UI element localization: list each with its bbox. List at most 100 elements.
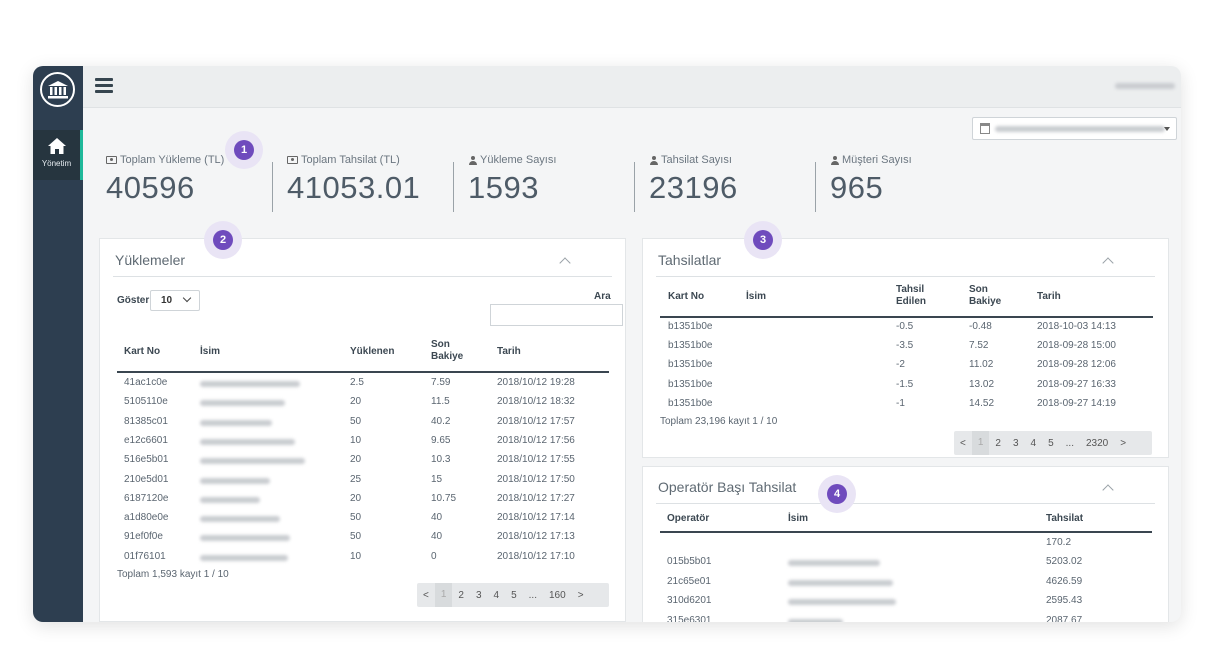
stat-label: Toplam Yükleme (TL) (120, 154, 225, 166)
user-name-redacted[interactable] (1115, 83, 1175, 89)
app-window: Yönetim Toplam Yükleme (TL) 40596 Toplam… (33, 66, 1181, 622)
column-header[interactable]: Son Bakiye (431, 339, 464, 362)
badge-number: 1 (234, 140, 254, 160)
table-row[interactable]: b1351b0e -1.5 13.02 2018-09-27 16:33 (643, 379, 1170, 398)
table-row[interactable]: b1351b0e -0.5 -0.48 2018-10-03 14:13 (643, 321, 1170, 340)
stat-label: Yükleme Sayısı (480, 154, 557, 166)
pager-item[interactable]: 2320 (1086, 437, 1109, 449)
column-header[interactable]: Son Bakiye (969, 284, 1002, 307)
annotation-badge: 2 (204, 221, 242, 259)
name-redacted (200, 477, 270, 484)
pager-item[interactable]: 5 (1048, 437, 1054, 449)
divider (656, 276, 1155, 277)
hamburger-icon[interactable] (95, 78, 113, 94)
card-number: 01f76101 (124, 550, 166, 562)
loaded-amount: 50 (350, 415, 362, 427)
table-row[interactable]: b1351b0e -1 14.52 2018-09-27 14:19 (643, 398, 1170, 417)
date: 2018-09-28 12:06 (1037, 359, 1116, 371)
stat-value: 965 (830, 170, 884, 205)
table-row[interactable]: a1d80e0e 50 40 2018/10/12 17:14 (100, 512, 627, 531)
balance: 11.5 (431, 396, 450, 408)
pager-item[interactable]: 160 (549, 589, 566, 601)
card-number: 210e5d01 (124, 473, 169, 485)
column-header[interactable]: İsim (746, 291, 767, 302)
date-range-picker[interactable] (972, 117, 1177, 140)
column-header[interactable]: Kart No (668, 291, 705, 302)
pager-next[interactable]: > (1120, 437, 1127, 449)
card-number: b1351b0e (668, 378, 713, 390)
table-row[interactable]: 91ef0f0e 50 40 2018/10/12 17:13 (100, 531, 627, 550)
pager-item[interactable]: 2 (995, 437, 1001, 449)
stat-value: 40596 (106, 170, 195, 205)
sidebar: Yönetim (33, 66, 83, 622)
table-row[interactable]: 81385c01 50 40.2 2018/10/12 17:57 (100, 416, 627, 435)
pager-item[interactable]: 5 (511, 589, 517, 601)
pager-prev[interactable]: < (960, 437, 966, 449)
pager-item[interactable]: 1 (434, 583, 453, 607)
pager-item[interactable]: 2 (458, 589, 464, 601)
stat-total-load: Toplam Yükleme (TL) 40596 (106, 154, 276, 206)
column-header[interactable]: Kart No (124, 346, 161, 357)
chevron-up-icon[interactable] (559, 257, 571, 269)
annotation-badge: 4 (818, 475, 856, 513)
loaded-amount: 20 (350, 492, 362, 504)
stat-label: Toplam Tahsilat (TL) (301, 154, 400, 166)
column-header[interactable]: Yüklenen (350, 346, 395, 357)
table-row[interactable]: b1351b0e -2 11.02 2018-09-28 12:06 (643, 359, 1170, 378)
show-label: Göster (117, 295, 150, 306)
card-number: 5105110e (124, 396, 168, 408)
sidebar-item-yonetim[interactable]: Yönetim (33, 130, 83, 180)
bank-icon[interactable] (40, 72, 75, 107)
search-label: Ara (594, 291, 611, 302)
table-row[interactable]: 170.2 (643, 537, 1170, 556)
pager-item[interactable]: 4 (1030, 437, 1037, 449)
table-row[interactable]: b1351b0e -3.5 7.52 2018-09-28 15:00 (643, 340, 1170, 359)
table-row[interactable]: 01f76101 10 0 2018/10/12 17:10 (100, 551, 627, 570)
name-redacted (788, 579, 893, 586)
column-header[interactable]: İsim (788, 513, 809, 524)
date: 2018/10/12 17:10 (497, 550, 575, 562)
table-header-line (660, 531, 1152, 533)
column-header[interactable]: Tahsil Edilen (896, 284, 927, 307)
table-row[interactable]: 516e5b01 20 10.3 2018/10/12 17:55 (100, 454, 627, 473)
table-row[interactable]: 21c65e01 4626.59 (643, 576, 1170, 595)
pager-item[interactable]: 3 (475, 589, 482, 601)
column-header[interactable]: Operatör (667, 513, 710, 524)
column-header[interactable]: Tarih (497, 346, 521, 357)
table-row[interactable]: 41ac1c0e 2.5 7.59 2018/10/12 19:28 (100, 377, 627, 396)
table-row[interactable]: 6187120e 20 10.75 2018/10/12 17:27 (100, 493, 627, 512)
date: 2018/10/12 17:50 (497, 473, 575, 485)
balance: 40 (431, 531, 443, 543)
operator-id: 015b5b01 (667, 556, 712, 568)
operator-id: 315e6301 (667, 614, 712, 622)
pager-prev[interactable]: < (423, 589, 429, 601)
pager-item[interactable]: 3 (1012, 437, 1019, 449)
column-header[interactable]: Tahsilat (1046, 513, 1084, 524)
pager-next[interactable]: > (577, 589, 584, 601)
table-row[interactable]: e12c6601 10 9.65 2018/10/12 17:56 (100, 435, 627, 454)
column-header[interactable]: İsim (200, 346, 221, 357)
table-row[interactable]: 015b5b01 5203.02 (643, 556, 1170, 575)
collection-total: 2087.67 (1046, 614, 1083, 622)
pager-item[interactable]: 1 (971, 431, 990, 455)
stat-collection-count: Tahsilat Sayısı 23196 (649, 154, 819, 206)
search-input[interactable] (490, 304, 623, 326)
table-row[interactable]: 310d6201 2595.43 (643, 595, 1170, 614)
table-row[interactable]: 315e6301 2087.67 (643, 615, 1170, 622)
name-redacted (788, 560, 880, 567)
table-row[interactable]: 210e5d01 25 15 2018/10/12 17:50 (100, 474, 627, 493)
table-row[interactable]: 5105110e 20 11.5 2018/10/12 18:32 (100, 396, 627, 415)
home-icon (33, 138, 80, 156)
balance: 15 (431, 473, 443, 485)
collected-amount: -1 (896, 397, 905, 409)
chevron-up-icon[interactable] (1102, 484, 1114, 496)
pager-item: ... (528, 589, 537, 601)
chevron-down-icon (182, 293, 192, 303)
page-size-select[interactable]: 10 (150, 290, 200, 311)
date: 2018-09-27 14:19 (1037, 397, 1116, 409)
table-footer: Toplam 23,196 kayıt 1 / 10 (660, 416, 778, 427)
name-redacted (200, 535, 290, 542)
column-header[interactable]: Tarih (1037, 291, 1061, 302)
pager-item[interactable]: 4 (493, 589, 500, 601)
chevron-up-icon[interactable] (1102, 257, 1114, 269)
